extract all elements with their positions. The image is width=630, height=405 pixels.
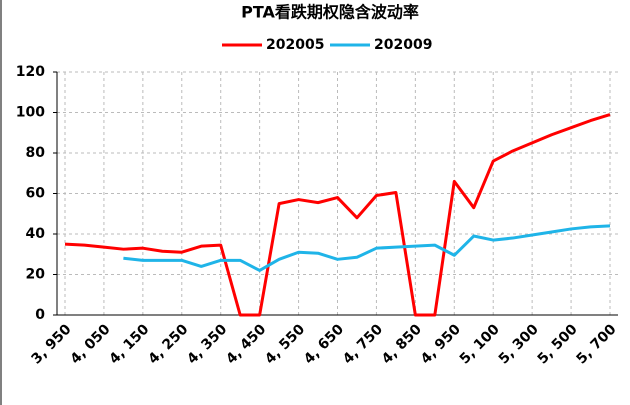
legend-label: 202005 [266, 37, 324, 53]
y-tick-label: 20 [26, 267, 46, 283]
x-tick-label: 5, 300 [496, 321, 542, 367]
x-tick-label: 4, 450 [223, 321, 269, 367]
x-tick-label: 4, 850 [379, 321, 425, 367]
x-tick-label: 5, 100 [457, 321, 503, 367]
series-line [123, 224, 611, 272]
y-tick-label: 100 [16, 105, 45, 121]
legend-label: 202009 [374, 37, 432, 53]
x-tick-label: 5, 500 [535, 321, 581, 367]
y-tick-label: 0 [35, 307, 45, 323]
series-line [64, 113, 611, 317]
y-tick-label: 80 [26, 145, 46, 161]
x-tick-label: 4, 950 [418, 321, 464, 367]
chart-title: PTA看跌期权隐含波动率 [241, 3, 419, 22]
x-tick-label: 4, 250 [145, 321, 191, 367]
x-tick-label: 3, 950 [29, 321, 75, 367]
x-tick-label: 4, 050 [68, 321, 114, 367]
y-tick-label: 120 [16, 64, 45, 80]
x-tick-label: 4, 150 [106, 321, 152, 367]
x-tick-label: 4, 750 [340, 321, 386, 367]
y-tick-label: 60 [26, 186, 46, 202]
y-tick-label: 40 [26, 226, 46, 242]
x-tick-label: 4, 650 [301, 321, 347, 367]
x-tick-label: 4, 550 [262, 321, 308, 367]
x-tick-label: 5, 700 [574, 321, 620, 367]
x-tick-label: 4, 350 [184, 321, 230, 367]
